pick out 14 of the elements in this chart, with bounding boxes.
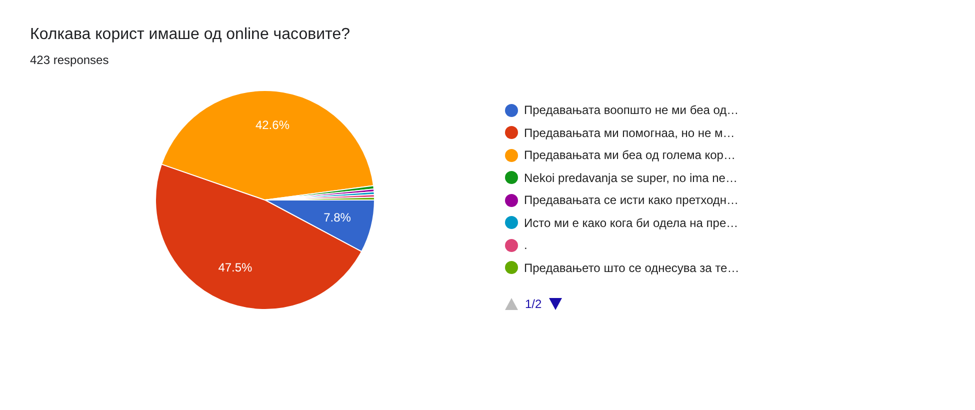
legend-label: Исто ми е како кога би одела на пре… bbox=[524, 216, 738, 230]
legend-label: Nekoi predavanja se super, no ima ne… bbox=[524, 170, 738, 185]
data-label: 7.8% bbox=[324, 210, 352, 224]
text: 1/2 bbox=[525, 297, 542, 311]
legend-label: Предавањата ми помогнаа, но не м… bbox=[524, 126, 735, 140]
legend-label: Предавањето што се однесува за те… bbox=[524, 260, 740, 275]
legend-label: Предавањата воопшто не ми беа од… bbox=[524, 103, 739, 118]
chart-subtitle: 423 responses bbox=[30, 53, 109, 67]
chart-title: Колкава корист имаше од online часовите? bbox=[30, 26, 350, 44]
data-label: 47.5% bbox=[218, 260, 253, 275]
legend-label: . bbox=[524, 238, 528, 252]
legend-label: Предавањата се исти како претходн… bbox=[524, 193, 738, 208]
legend-label: Предавањата ми беа од голема кор… bbox=[524, 148, 736, 162]
data-label: 42.6% bbox=[255, 118, 290, 132]
